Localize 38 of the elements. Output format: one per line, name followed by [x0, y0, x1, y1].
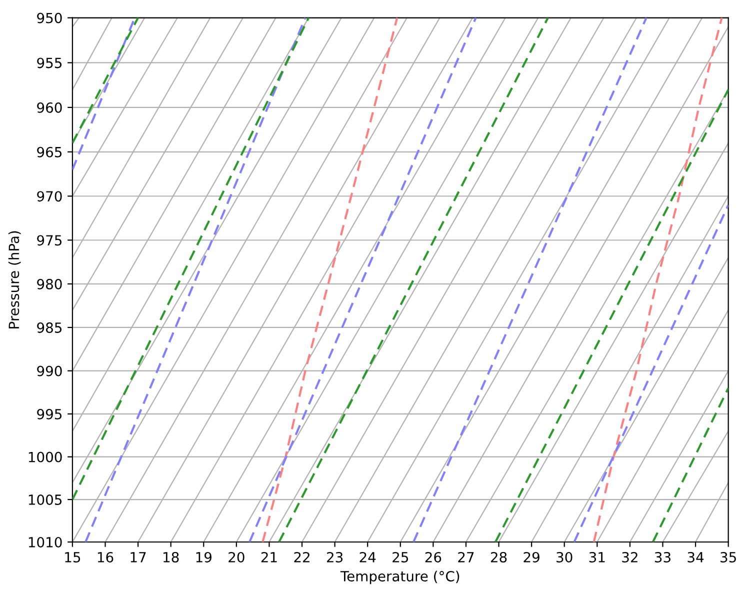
- x-tick-label: 22: [294, 552, 310, 562]
- line-series: [262, 18, 398, 542]
- line-series: [592, 18, 723, 542]
- x-tick-label: 33: [654, 552, 670, 562]
- x-tick-label: 34: [688, 552, 704, 562]
- x-tick-label: 35: [720, 552, 736, 562]
- x-tick-label: 23: [326, 552, 343, 562]
- y-tick-label: 950: [37, 12, 62, 24]
- y-tick-label: 1000: [28, 452, 62, 462]
- y-tick-label: 960: [37, 102, 62, 113]
- y-axis-title: Pressure (hPa): [8, 231, 21, 328]
- y-tick-label: 980: [37, 278, 62, 290]
- x-tick-label: 15: [65, 552, 80, 562]
- y-tick-label: 975: [37, 235, 62, 246]
- x-tick-label: 21: [261, 552, 277, 562]
- x-tick-label: 17: [130, 552, 146, 562]
- x-tick-label: 20: [228, 552, 244, 562]
- y-tick-label: 995: [37, 408, 62, 420]
- y-tick-label: 1010: [28, 536, 62, 548]
- x-tick-label: 24: [360, 552, 376, 562]
- x-tick-label: 30: [556, 552, 572, 562]
- x-tick-label: 18: [164, 552, 179, 562]
- x-tick-label: 32: [622, 552, 638, 562]
- x-tick-label: 25: [392, 552, 408, 562]
- x-axis-title: Temperature (°C): [340, 570, 460, 584]
- x-tick-label: 31: [589, 552, 605, 562]
- x-tick-label: 19: [196, 552, 212, 562]
- y-tick-label: 1005: [28, 494, 62, 505]
- y-tick-label: 965: [37, 146, 62, 158]
- x-tick-label: 28: [490, 552, 507, 562]
- y-tick-label: 970: [37, 191, 62, 202]
- x-tick-label: 26: [425, 552, 442, 562]
- x-tick-label: 29: [524, 552, 540, 562]
- x-tick-label: 16: [98, 552, 114, 562]
- x-tick-label: 27: [458, 552, 474, 562]
- y-tick-label: 990: [37, 366, 62, 376]
- y-tick-label: 985: [37, 322, 62, 333]
- y-tick-label: 955: [37, 58, 62, 68]
